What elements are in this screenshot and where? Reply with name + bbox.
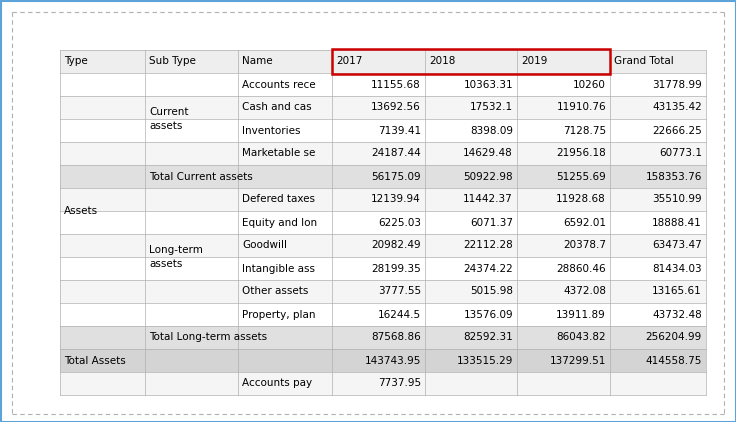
Text: Other assets: Other assets (242, 287, 308, 297)
Text: Goodwill: Goodwill (242, 241, 287, 251)
Text: 21956.18: 21956.18 (556, 149, 606, 159)
Text: 81434.03: 81434.03 (652, 263, 702, 273)
Text: 20378.7: 20378.7 (563, 241, 606, 251)
Text: 28199.35: 28199.35 (371, 263, 421, 273)
Text: Grand Total: Grand Total (614, 57, 673, 67)
Text: Marketable se: Marketable se (242, 149, 315, 159)
Text: 82592.31: 82592.31 (463, 333, 513, 343)
Text: 11928.68: 11928.68 (556, 195, 606, 205)
Text: Long-term
assets: Long-term assets (149, 246, 203, 268)
Text: 13911.89: 13911.89 (556, 309, 606, 319)
Text: 10260: 10260 (573, 79, 606, 89)
Text: 2019: 2019 (521, 57, 548, 67)
Text: 158353.76: 158353.76 (645, 171, 702, 181)
Text: 86043.82: 86043.82 (556, 333, 606, 343)
Text: 60773.1: 60773.1 (659, 149, 702, 159)
Text: 5015.98: 5015.98 (470, 287, 513, 297)
Bar (60, 349, 706, 372)
Text: 22666.25: 22666.25 (652, 125, 702, 135)
Text: 13576.09: 13576.09 (464, 309, 513, 319)
Text: 13692.56: 13692.56 (371, 103, 421, 113)
Text: 43135.42: 43135.42 (652, 103, 702, 113)
Text: 18888.41: 18888.41 (652, 217, 702, 227)
Text: Cash and cas: Cash and cas (242, 103, 311, 113)
Text: Sub Type: Sub Type (149, 57, 196, 67)
Text: 24374.22: 24374.22 (463, 263, 513, 273)
Bar (60, 372, 706, 395)
Bar (60, 188, 706, 211)
Text: 2017: 2017 (336, 57, 362, 67)
Text: 22112.28: 22112.28 (463, 241, 513, 251)
Bar (60, 50, 706, 73)
Text: 6225.03: 6225.03 (378, 217, 421, 227)
Text: Total Current assets: Total Current assets (149, 171, 252, 181)
Text: Intangible ass: Intangible ass (242, 263, 315, 273)
Text: Defered taxes: Defered taxes (242, 195, 315, 205)
Text: Accounts rece: Accounts rece (242, 79, 316, 89)
Text: Current
assets: Current assets (149, 108, 188, 130)
Bar (60, 211, 706, 234)
Text: 87568.86: 87568.86 (371, 333, 421, 343)
Text: 43732.48: 43732.48 (652, 309, 702, 319)
Text: 24187.44: 24187.44 (371, 149, 421, 159)
Text: Equity and lon: Equity and lon (242, 217, 317, 227)
Text: 7128.75: 7128.75 (563, 125, 606, 135)
Text: Name: Name (242, 57, 272, 67)
Text: Type: Type (64, 57, 88, 67)
Bar (60, 142, 706, 165)
Text: 11442.37: 11442.37 (463, 195, 513, 205)
Text: 4372.08: 4372.08 (563, 287, 606, 297)
Text: 31778.99: 31778.99 (652, 79, 702, 89)
Text: 256204.99: 256204.99 (645, 333, 702, 343)
Text: Total Long-term assets: Total Long-term assets (149, 333, 267, 343)
Text: 28860.46: 28860.46 (556, 263, 606, 273)
Text: 13165.61: 13165.61 (652, 287, 702, 297)
Text: 7737.95: 7737.95 (378, 379, 421, 389)
Text: 143743.95: 143743.95 (364, 355, 421, 365)
Text: 7139.41: 7139.41 (378, 125, 421, 135)
Text: 8398.09: 8398.09 (470, 125, 513, 135)
Text: 20982.49: 20982.49 (372, 241, 421, 251)
Bar (60, 119, 706, 142)
Text: 2018: 2018 (429, 57, 456, 67)
Text: 6071.37: 6071.37 (470, 217, 513, 227)
Text: Assets: Assets (64, 206, 98, 216)
Text: 12139.94: 12139.94 (371, 195, 421, 205)
Text: Inventories: Inventories (242, 125, 300, 135)
Bar (60, 96, 706, 119)
Bar (60, 280, 706, 303)
Bar (60, 165, 706, 188)
Text: 3777.55: 3777.55 (378, 287, 421, 297)
Bar (60, 73, 706, 96)
Bar (60, 234, 706, 257)
Text: 17532.1: 17532.1 (470, 103, 513, 113)
Bar (332, 49, 610, 74)
Text: 63473.47: 63473.47 (652, 241, 702, 251)
Text: 51255.69: 51255.69 (556, 171, 606, 181)
Text: 56175.09: 56175.09 (372, 171, 421, 181)
Bar (60, 326, 706, 349)
Text: 10363.31: 10363.31 (464, 79, 513, 89)
Text: 11910.76: 11910.76 (556, 103, 606, 113)
Text: Total Assets: Total Assets (64, 355, 126, 365)
Text: 50922.98: 50922.98 (464, 171, 513, 181)
Text: 6592.01: 6592.01 (563, 217, 606, 227)
Text: 137299.51: 137299.51 (550, 355, 606, 365)
Text: 133515.29: 133515.29 (456, 355, 513, 365)
Bar (60, 257, 706, 280)
Text: 14629.48: 14629.48 (463, 149, 513, 159)
Text: Accounts pay: Accounts pay (242, 379, 312, 389)
Text: 11155.68: 11155.68 (371, 79, 421, 89)
Bar (60, 303, 706, 326)
Text: 16244.5: 16244.5 (378, 309, 421, 319)
Text: 35510.99: 35510.99 (652, 195, 702, 205)
Text: Property, plan: Property, plan (242, 309, 316, 319)
Text: 414558.75: 414558.75 (645, 355, 702, 365)
